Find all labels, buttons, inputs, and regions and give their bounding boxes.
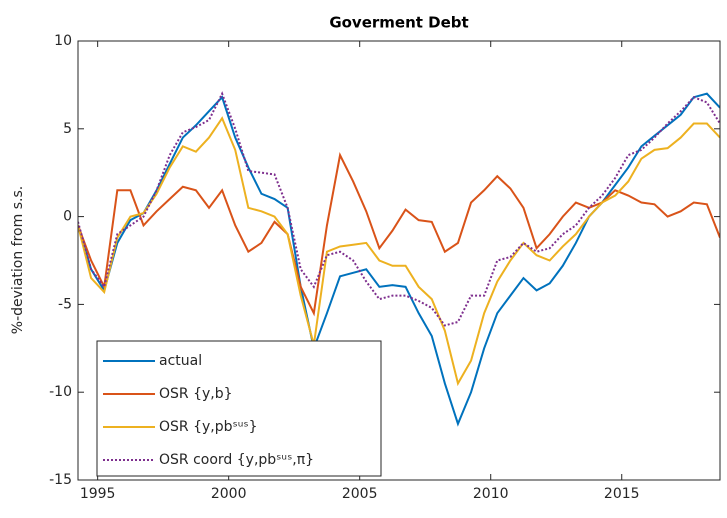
- series-line: [78, 92, 720, 427]
- y-tick-label: 5: [63, 121, 72, 137]
- x-tick-label: 2015: [604, 486, 640, 502]
- y-tick-label: -5: [58, 296, 72, 312]
- series-line: [78, 91, 720, 327]
- y-axis-label: %-deviation from s.s.: [10, 186, 26, 334]
- y-tick-label: 10: [54, 33, 72, 49]
- series-line: [78, 152, 720, 317]
- y-tick-label: 0: [63, 209, 72, 225]
- x-tick-label: 2000: [211, 486, 247, 502]
- legend-box: [96, 340, 382, 477]
- x-tick-label: 2005: [342, 486, 378, 502]
- legend-label: OSR coord {y,pbˢᵘˢ,π}: [159, 452, 314, 468]
- x-tick-label: 1995: [80, 486, 116, 502]
- legend-label: OSR {y,pbˢᵘˢ}: [159, 419, 258, 435]
- x-tick-label: 2010: [473, 486, 509, 502]
- axes-box: [77, 40, 721, 481]
- y-tick-label: -15: [49, 472, 72, 488]
- series-line: [78, 116, 720, 387]
- y-tick-label: -10: [49, 384, 72, 400]
- legend-label: actual: [159, 353, 202, 369]
- plot-area: [78, 91, 720, 427]
- chart-title: Goverment Debt: [329, 14, 468, 32]
- legend-label: OSR {y,b}: [159, 386, 233, 402]
